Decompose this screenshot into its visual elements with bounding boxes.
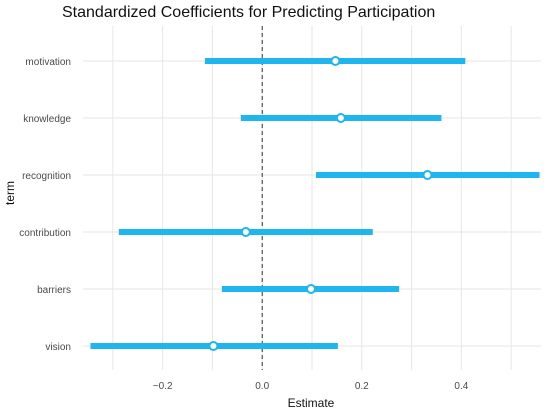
y-axis-title: term xyxy=(3,181,17,205)
chart-title: Standardized Coefficients for Predicting… xyxy=(62,4,435,21)
x-tick-label: 0.2 xyxy=(355,381,369,392)
y-tick-label-knowledge: knowledge xyxy=(23,114,71,125)
x-tick-label: 0.4 xyxy=(454,381,468,392)
estimate-point-vision xyxy=(208,341,219,351)
estimate-point-recognition xyxy=(422,170,433,180)
x-tick-label: −0.2 xyxy=(153,381,173,392)
estimate-point-barriers xyxy=(306,284,317,294)
estimate-point-contribution xyxy=(240,227,251,237)
x-tick-label: 0.0 xyxy=(255,381,269,392)
grid-layer xyxy=(83,26,541,370)
y-tick-label-motivation: motivation xyxy=(25,57,71,68)
tick-label-layer: motivation knowledge recognition contributi… xyxy=(19,57,468,392)
y-tick-label-recognition: recognition xyxy=(22,171,71,182)
y-tick-label-contribution: contribution xyxy=(19,228,71,239)
interval-layer xyxy=(90,58,540,349)
y-tick-label-barriers: barriers xyxy=(37,285,71,296)
x-axis-title: Estimate xyxy=(288,396,335,410)
estimate-point-knowledge xyxy=(335,113,346,123)
estimate-point-motivation xyxy=(330,56,341,66)
point-layer xyxy=(208,56,433,351)
y-tick-label-vision: vision xyxy=(45,342,71,353)
